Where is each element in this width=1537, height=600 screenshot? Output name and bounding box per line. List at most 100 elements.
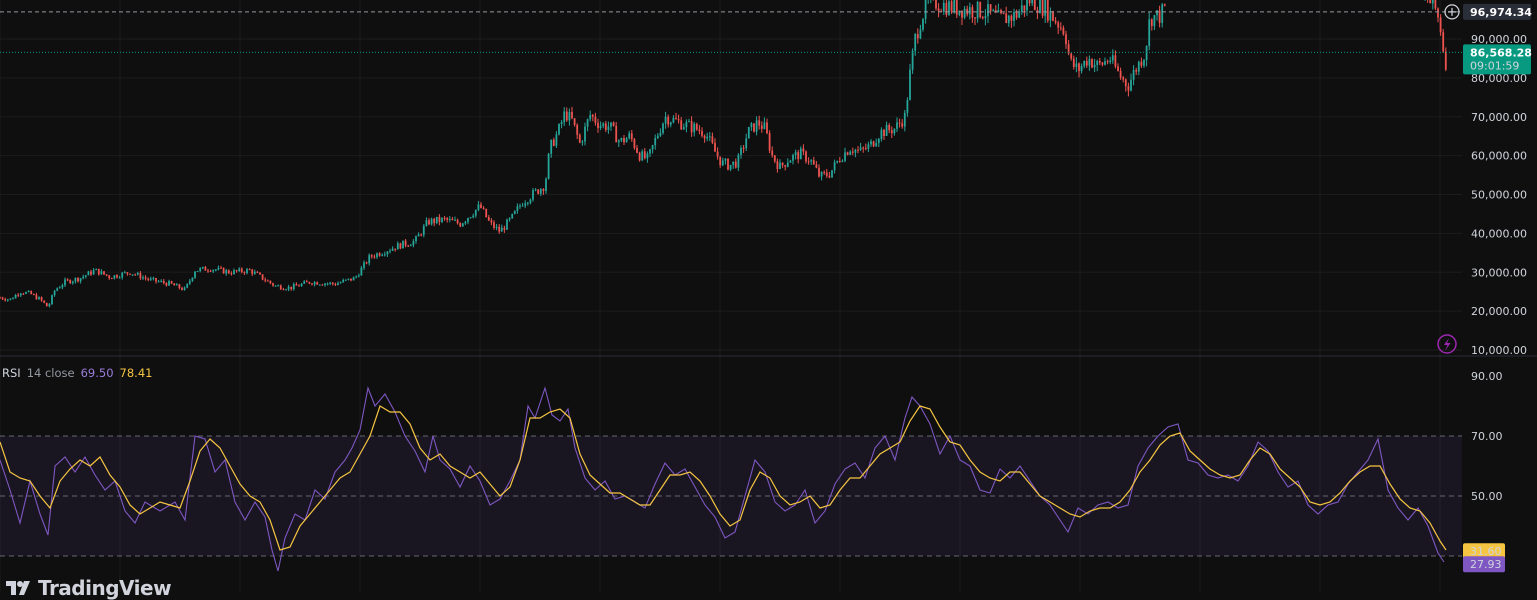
candle-body bbox=[526, 202, 529, 204]
candle-body bbox=[451, 218, 454, 221]
candle-body bbox=[750, 123, 753, 128]
reference-price-label: 96,974.34 bbox=[1470, 6, 1532, 19]
candle-body bbox=[331, 282, 334, 284]
candle-body bbox=[971, 7, 974, 18]
candle-body bbox=[204, 266, 207, 271]
price-axis-tick: 10,000.00 bbox=[1471, 344, 1527, 357]
lightning-icon[interactable] bbox=[1437, 334, 1457, 354]
candle-body bbox=[477, 204, 480, 210]
candle-body bbox=[19, 293, 22, 296]
candle-body bbox=[1091, 59, 1093, 68]
candle-body bbox=[487, 217, 490, 221]
price-axis-tick: 60,000.00 bbox=[1471, 150, 1527, 163]
candle-body bbox=[1431, 0, 1434, 4]
candle-body bbox=[779, 162, 781, 170]
candle-body bbox=[716, 151, 719, 157]
candle-body bbox=[1, 297, 4, 300]
candle-body bbox=[846, 152, 849, 155]
candle-body bbox=[170, 281, 173, 284]
candle-body bbox=[628, 133, 631, 139]
candle-body bbox=[191, 277, 194, 281]
candle-body bbox=[701, 131, 703, 136]
candle-body bbox=[461, 223, 464, 227]
candle-body bbox=[326, 283, 329, 285]
candle-body bbox=[893, 128, 896, 134]
candle-body bbox=[269, 280, 272, 284]
candle-body bbox=[428, 220, 430, 225]
candle-body bbox=[820, 172, 823, 177]
candle-body bbox=[321, 284, 324, 286]
candle-body bbox=[1083, 60, 1086, 67]
candle-body bbox=[1101, 62, 1104, 65]
candle-body bbox=[669, 122, 672, 125]
candle-body bbox=[1109, 60, 1112, 63]
candle-body bbox=[474, 209, 477, 216]
candle-body bbox=[519, 205, 521, 207]
candle-body bbox=[1057, 22, 1060, 28]
candle-body bbox=[142, 277, 144, 279]
candle-body bbox=[168, 281, 170, 286]
candle-body bbox=[625, 138, 628, 143]
candle-body bbox=[737, 154, 740, 168]
candle-body bbox=[209, 270, 212, 272]
candle-body bbox=[857, 149, 859, 151]
candle-body bbox=[274, 285, 277, 287]
candle-body bbox=[896, 122, 898, 129]
candle-body bbox=[407, 245, 410, 247]
candle-body bbox=[308, 281, 311, 284]
rsi-legend-params: 14 close bbox=[26, 366, 75, 380]
candle-body bbox=[659, 132, 662, 136]
candle-body bbox=[636, 147, 638, 153]
candle-body bbox=[875, 143, 878, 147]
candle-body bbox=[768, 133, 771, 151]
candle-body bbox=[792, 155, 794, 161]
candle-body bbox=[334, 283, 337, 286]
candle-body bbox=[71, 281, 74, 284]
candle-body bbox=[1041, 0, 1044, 16]
candle-body bbox=[786, 162, 789, 167]
candle-body bbox=[1046, 0, 1049, 21]
candle-body bbox=[212, 269, 215, 272]
candle-body bbox=[529, 199, 532, 203]
candle-body bbox=[516, 206, 519, 211]
tradingview-logo[interactable]: TradingView bbox=[6, 576, 172, 600]
price-axis: 90,000.00 80,000.00 70,000.00 60,000.00 50,0… bbox=[1471, 33, 1527, 357]
candle-body bbox=[381, 254, 384, 256]
candle-body bbox=[1033, 0, 1036, 11]
candle-body bbox=[532, 190, 534, 200]
candle-body bbox=[1039, 0, 1041, 14]
candle-body bbox=[368, 255, 371, 264]
candle-body bbox=[1114, 55, 1117, 67]
plus-circle-icon[interactable] bbox=[1444, 4, 1460, 20]
candle-body bbox=[573, 118, 576, 125]
price-axis-tick: 40,000.00 bbox=[1471, 227, 1527, 240]
candle-body bbox=[1013, 12, 1015, 21]
candle-body bbox=[207, 270, 209, 272]
candle-body bbox=[266, 280, 269, 282]
candle-body bbox=[740, 147, 742, 155]
price-axis-tick: 50,000.00 bbox=[1471, 189, 1527, 202]
candle-body bbox=[1156, 10, 1158, 16]
candle-body bbox=[1127, 86, 1130, 91]
candle-body bbox=[987, 4, 989, 17]
candle-body bbox=[948, 1, 950, 15]
candle-body bbox=[1067, 44, 1070, 54]
candle-body bbox=[186, 283, 189, 288]
candle-body bbox=[558, 124, 560, 135]
candle-body bbox=[225, 270, 228, 274]
candle-body bbox=[357, 275, 360, 277]
candle-body bbox=[719, 156, 722, 166]
candle-body bbox=[729, 164, 732, 170]
candle-body bbox=[732, 161, 735, 165]
candle-body bbox=[246, 269, 248, 274]
candle-body bbox=[103, 271, 105, 275]
rsi-legend[interactable]: RSI 14 close 69.50 78.41 bbox=[2, 366, 158, 380]
candle-body bbox=[45, 302, 48, 307]
candle-body bbox=[784, 165, 787, 167]
rsi-ma-badge-label: 31.60 bbox=[1470, 545, 1502, 558]
candle-body bbox=[160, 280, 163, 282]
candle-body bbox=[1119, 70, 1122, 78]
candle-body bbox=[721, 160, 724, 166]
candle-body bbox=[84, 275, 87, 277]
